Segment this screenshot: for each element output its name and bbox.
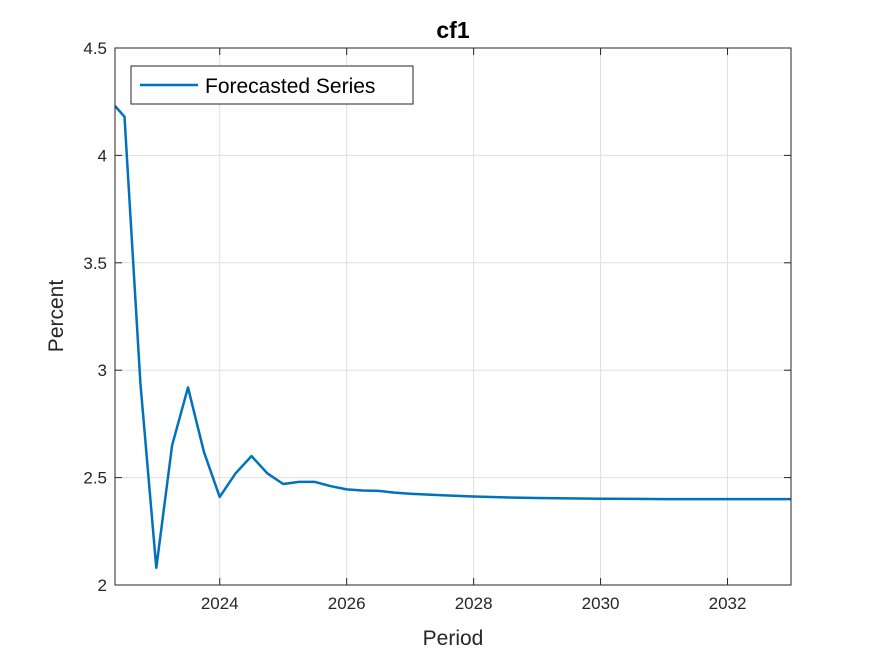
x-tick-label: 2024 [201,594,239,613]
plot-frame [114,47,792,586]
y-tick-label: 4.5 [83,39,107,58]
series-line [114,105,791,570]
x-tick-label: 2028 [455,594,493,613]
plot-area [115,48,791,585]
y-tick-label: 3 [98,361,107,380]
x-tick-label: 2030 [582,594,620,613]
y-tick-label: 4 [98,146,107,165]
ticks-layer: 2024 2026 2028 2030 2032 2 2.5 3 3.5 4 4.5 [83,39,791,613]
chart-title: cf1 [436,17,469,43]
y-axis-label: Percent [45,280,68,353]
x-tick-label: 2032 [709,594,747,613]
legend: Forecasted Series [130,65,414,105]
x-tick-label: 2026 [328,594,366,613]
series-layer [114,105,791,570]
legend-label: Forecasted Series [205,75,375,98]
y-tick-label: 3.5 [83,254,107,273]
y-tick-label: 2 [98,576,107,595]
x-axis-label: Period [423,627,484,650]
y-tick-label: 2.5 [83,469,107,488]
